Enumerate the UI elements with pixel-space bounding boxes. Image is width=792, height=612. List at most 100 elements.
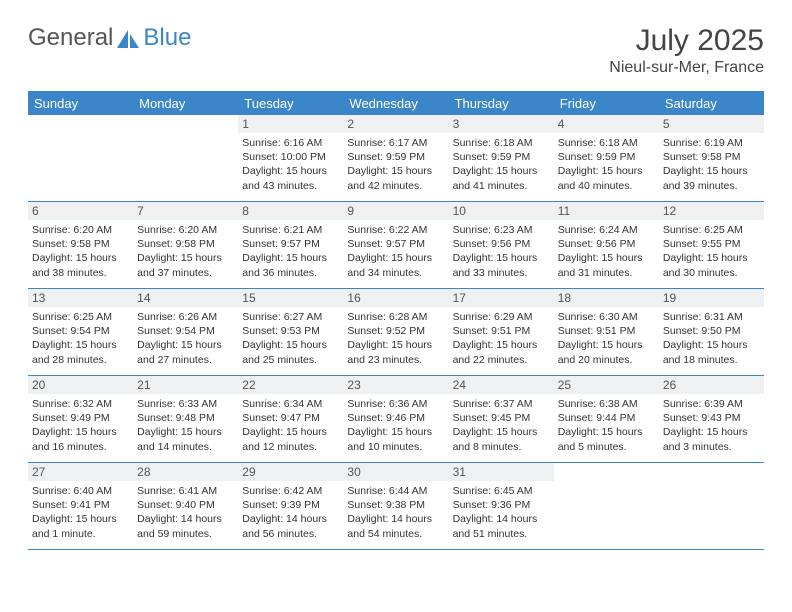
day-cell: 20 Sunrise: 6:32 AMSunset: 9:49 PMDayligh… <box>28 376 133 462</box>
day-cell: 25Sunrise: 6:38 AMSunset: 9:44 PMDayligh… <box>554 376 659 462</box>
day-cell: 8Sunrise: 6:21 AMSunset: 9:57 PMDaylight… <box>238 202 343 288</box>
day-cell: 31 Sunrise: 6:45 AMSunset: 9:36 PMDayligh… <box>449 463 554 549</box>
day-number: 21 <box>133 376 238 394</box>
logo-text-1: General <box>28 24 113 52</box>
day-number: 20 <box>28 376 133 394</box>
day-sun-info: Sunrise: 6:26 AMSunset: 9:54 PMDaylight:… <box>137 310 234 367</box>
day-number: 28 <box>133 463 238 481</box>
day-cell: 11Sunrise: 6:24 AMSunset: 9:56 PMDayligh… <box>554 202 659 288</box>
calendar-grid: SundayMondayTuesdayWednesdayThursdayFrid… <box>28 91 764 550</box>
day-number: 7 <box>133 202 238 220</box>
day-sun-info: Sunrise: 6:20 AMSunset: 9:58 PMDaylight:… <box>32 223 129 280</box>
day-cell: 9 Sunrise: 6:22 AMSunset: 9:57 PMDaylight… <box>343 202 448 288</box>
day-number: 4 <box>554 115 659 133</box>
weeks-container: 1 Sunrise: 6:16 AMSunset: 10:00 PMDayligh… <box>28 115 764 550</box>
weekday-header: Monday <box>133 92 238 115</box>
day-sun-info: Sunrise: 6:40 AMSunset: 9:41 PMDaylight:… <box>32 484 129 541</box>
day-sun-info: Sunrise: 6:22 AMSunset: 9:57 PMDaylight:… <box>347 223 444 280</box>
day-number: 5 <box>659 115 764 133</box>
day-number: 19 <box>659 289 764 307</box>
title-block: July 2025 Nieul-sur-Mer, France <box>609 24 764 77</box>
day-number: 25 <box>554 376 659 394</box>
day-sun-info: Sunrise: 6:42 AMSunset: 9:39 PMDaylight:… <box>242 484 339 541</box>
day-sun-info: Sunrise: 6:27 AMSunset: 9:53 PMDaylight:… <box>242 310 339 367</box>
day-cell <box>133 115 238 201</box>
day-number: 18 <box>554 289 659 307</box>
day-cell: 15 Sunrise: 6:27 AMSunset: 9:53 PMDayligh… <box>238 289 343 375</box>
week-row: 20 Sunrise: 6:32 AMSunset: 9:49 PMDayligh… <box>28 376 764 463</box>
day-cell: 10 Sunrise: 6:23 AMSunset: 9:56 PMDayligh… <box>449 202 554 288</box>
day-number: 30 <box>343 463 448 481</box>
day-cell <box>659 463 764 549</box>
day-cell: 24 Sunrise: 6:37 AMSunset: 9:45 PMDayligh… <box>449 376 554 462</box>
day-sun-info: Sunrise: 6:34 AMSunset: 9:47 PMDaylight:… <box>242 397 339 454</box>
day-number: 10 <box>449 202 554 220</box>
day-sun-info: Sunrise: 6:32 AMSunset: 9:49 PMDaylight:… <box>32 397 129 454</box>
day-sun-info: Sunrise: 6:39 AMSunset: 9:43 PMDaylight:… <box>663 397 760 454</box>
day-number: 29 <box>238 463 343 481</box>
day-number: 8 <box>238 202 343 220</box>
day-cell: 21 Sunrise: 6:33 AMSunset: 9:48 PMDayligh… <box>133 376 238 462</box>
day-number: 27 <box>28 463 133 481</box>
weekday-header: Friday <box>554 92 659 115</box>
location-subtitle: Nieul-sur-Mer, France <box>609 59 764 77</box>
day-cell: 6 Sunrise: 6:20 AMSunset: 9:58 PMDaylight… <box>28 202 133 288</box>
day-sun-info: Sunrise: 6:28 AMSunset: 9:52 PMDaylight:… <box>347 310 444 367</box>
day-sun-info: Sunrise: 6:25 AMSunset: 9:55 PMDaylight:… <box>663 223 760 280</box>
day-sun-info: Sunrise: 6:33 AMSunset: 9:48 PMDaylight:… <box>137 397 234 454</box>
day-cell: 29 Sunrise: 6:42 AMSunset: 9:39 PMDayligh… <box>238 463 343 549</box>
day-number: 11 <box>554 202 659 220</box>
day-number: 14 <box>133 289 238 307</box>
day-number: 9 <box>343 202 448 220</box>
weekday-header: Saturday <box>659 92 764 115</box>
day-number: 2 <box>343 115 448 133</box>
day-cell: 12 Sunrise: 6:25 AMSunset: 9:55 PMDayligh… <box>659 202 764 288</box>
day-cell: 1 Sunrise: 6:16 AMSunset: 10:00 PMDayligh… <box>238 115 343 201</box>
day-sun-info: Sunrise: 6:18 AMSunset: 9:59 PMDaylight:… <box>453 136 550 193</box>
day-cell: 13 Sunrise: 6:25 AMSunset: 9:54 PMDayligh… <box>28 289 133 375</box>
logo: General Blue <box>28 24 191 52</box>
day-sun-info: Sunrise: 6:23 AMSunset: 9:56 PMDaylight:… <box>453 223 550 280</box>
day-sun-info: Sunrise: 6:18 AMSunset: 9:59 PMDaylight:… <box>558 136 655 193</box>
day-cell: 16 Sunrise: 6:28 AMSunset: 9:52 PMDayligh… <box>343 289 448 375</box>
day-cell: 22Sunrise: 6:34 AMSunset: 9:47 PMDayligh… <box>238 376 343 462</box>
week-row: 6 Sunrise: 6:20 AMSunset: 9:58 PMDaylight… <box>28 202 764 289</box>
month-title: July 2025 <box>609 24 764 57</box>
day-sun-info: Sunrise: 6:29 AMSunset: 9:51 PMDaylight:… <box>453 310 550 367</box>
day-sun-info: Sunrise: 6:45 AMSunset: 9:36 PMDaylight:… <box>453 484 550 541</box>
day-cell: 27 Sunrise: 6:40 AMSunset: 9:41 PMDayligh… <box>28 463 133 549</box>
day-sun-info: Sunrise: 6:36 AMSunset: 9:46 PMDaylight:… <box>347 397 444 454</box>
day-cell: 14 Sunrise: 6:26 AMSunset: 9:54 PMDayligh… <box>133 289 238 375</box>
day-cell <box>28 115 133 201</box>
day-sun-info: Sunrise: 6:25 AMSunset: 9:54 PMDaylight:… <box>32 310 129 367</box>
day-cell: 23Sunrise: 6:36 AMSunset: 9:46 PMDayligh… <box>343 376 448 462</box>
day-number: 13 <box>28 289 133 307</box>
day-cell: 4 Sunrise: 6:18 AMSunset: 9:59 PMDaylight… <box>554 115 659 201</box>
day-number: 31 <box>449 463 554 481</box>
day-number: 6 <box>28 202 133 220</box>
day-number: 15 <box>238 289 343 307</box>
day-cell: 5Sunrise: 6:19 AMSunset: 9:58 PMDaylight… <box>659 115 764 201</box>
day-cell: 7Sunrise: 6:20 AMSunset: 9:58 PMDaylight… <box>133 202 238 288</box>
day-cell: 3 Sunrise: 6:18 AMSunset: 9:59 PMDaylight… <box>449 115 554 201</box>
day-sun-info: Sunrise: 6:37 AMSunset: 9:45 PMDaylight:… <box>453 397 550 454</box>
day-sun-info: Sunrise: 6:31 AMSunset: 9:50 PMDaylight:… <box>663 310 760 367</box>
day-number: 1 <box>238 115 343 133</box>
day-sun-info: Sunrise: 6:41 AMSunset: 9:40 PMDaylight:… <box>137 484 234 541</box>
day-number: 17 <box>449 289 554 307</box>
day-number: 24 <box>449 376 554 394</box>
weekday-header-row: SundayMondayTuesdayWednesdayThursdayFrid… <box>28 92 764 115</box>
day-sun-info: Sunrise: 6:17 AMSunset: 9:59 PMDaylight:… <box>347 136 444 193</box>
day-number: 12 <box>659 202 764 220</box>
day-cell: 2 Sunrise: 6:17 AMSunset: 9:59 PMDaylight… <box>343 115 448 201</box>
day-number: 16 <box>343 289 448 307</box>
week-row: 1 Sunrise: 6:16 AMSunset: 10:00 PMDayligh… <box>28 115 764 202</box>
logo-sail-icon <box>117 30 139 48</box>
day-cell: 28 Sunrise: 6:41 AMSunset: 9:40 PMDayligh… <box>133 463 238 549</box>
day-cell: 17 Sunrise: 6:29 AMSunset: 9:51 PMDayligh… <box>449 289 554 375</box>
weekday-header: Wednesday <box>343 92 448 115</box>
day-sun-info: Sunrise: 6:44 AMSunset: 9:38 PMDaylight:… <box>347 484 444 541</box>
day-cell: 26Sunrise: 6:39 AMSunset: 9:43 PMDayligh… <box>659 376 764 462</box>
day-sun-info: Sunrise: 6:16 AMSunset: 10:00 PMDaylight… <box>242 136 339 193</box>
day-number: 3 <box>449 115 554 133</box>
